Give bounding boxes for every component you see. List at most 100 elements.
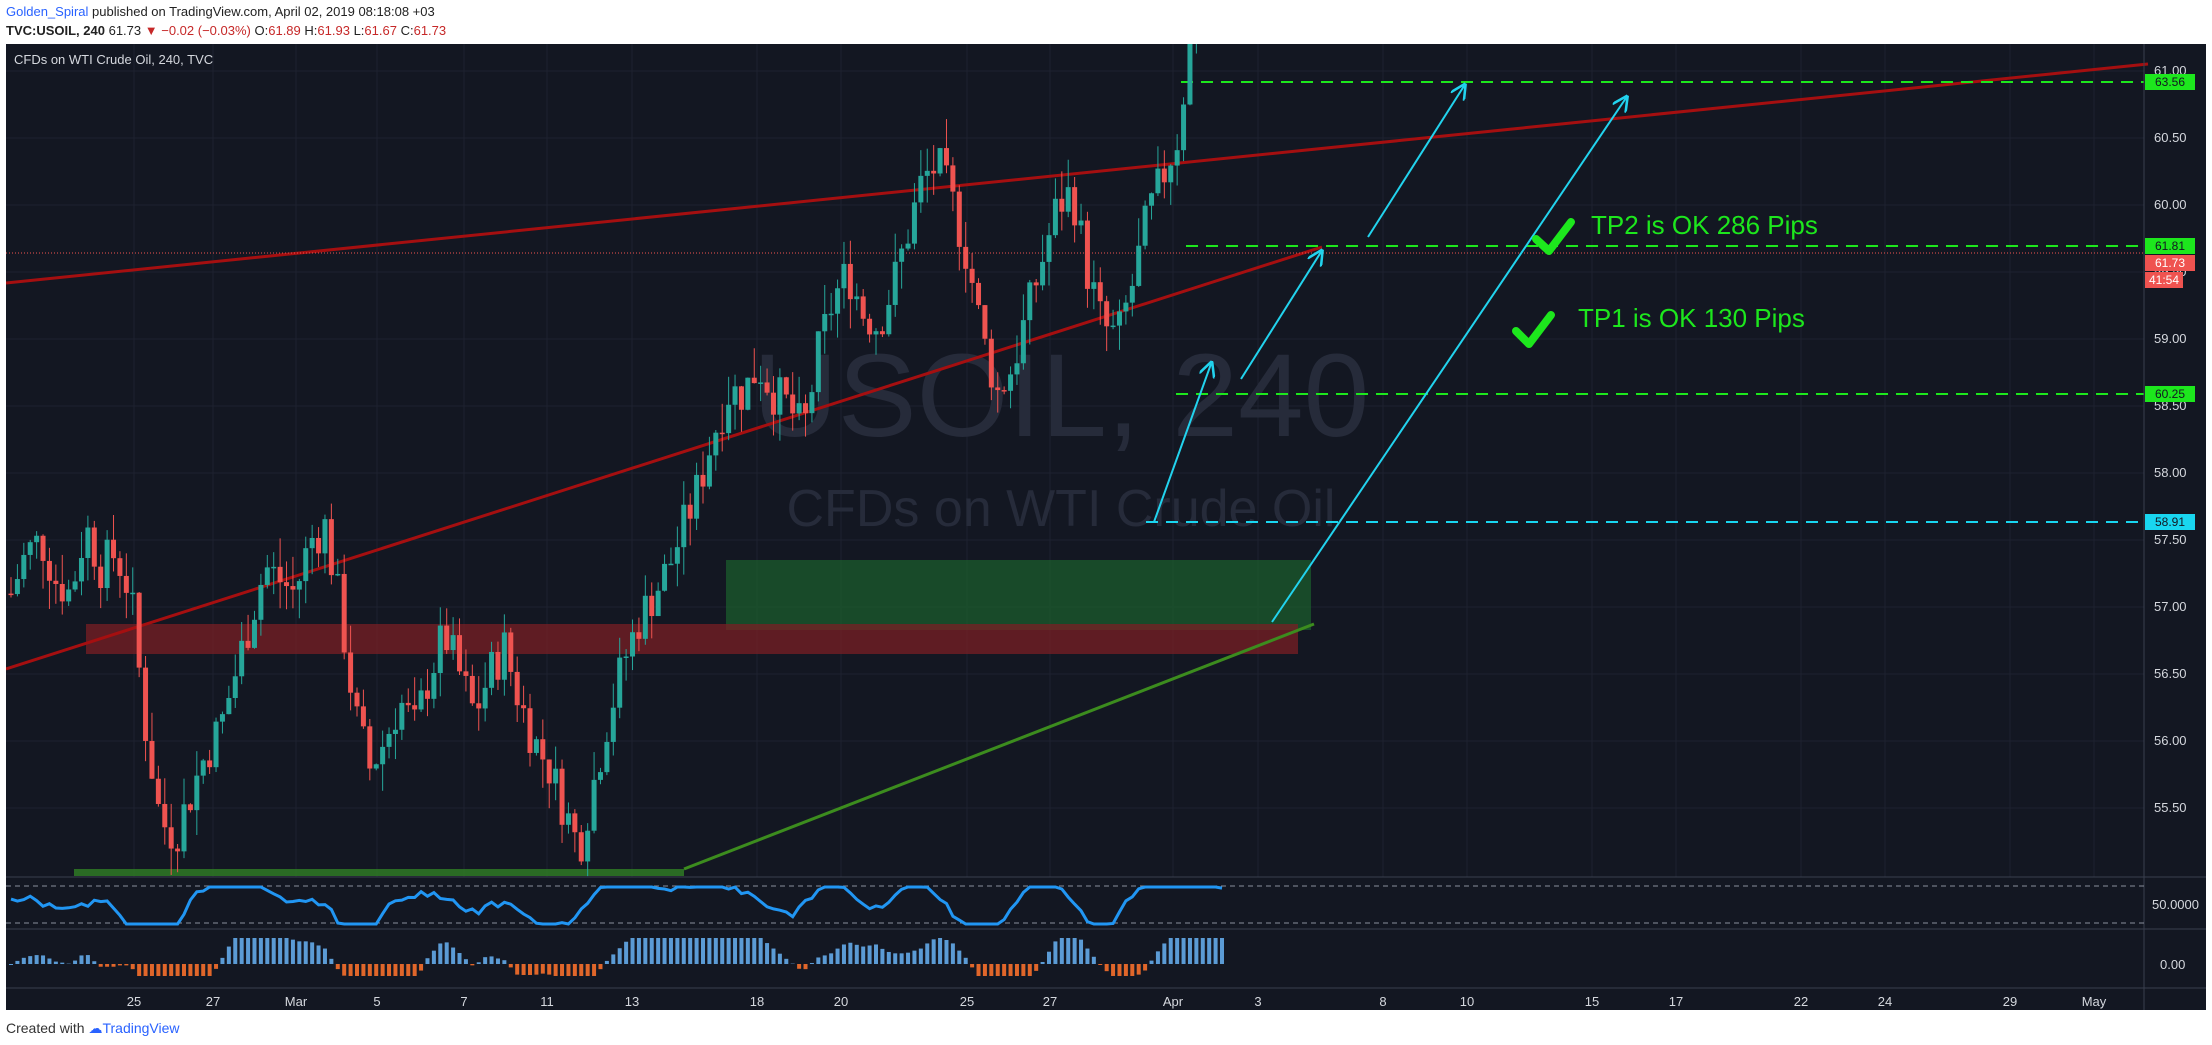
candle-body [232, 676, 238, 699]
candle-body [1046, 235, 1052, 262]
macd-bar [694, 938, 699, 964]
macd-bar [784, 958, 789, 964]
candle-body [924, 170, 930, 176]
candle-body [469, 675, 475, 704]
macd-bar [284, 938, 289, 964]
macd-bar [387, 964, 392, 976]
tp2-annotation: TP2 is OK 286 Pips [1591, 210, 1818, 240]
candle-body [1001, 390, 1007, 392]
time-tick-label: 15 [1585, 994, 1599, 1009]
candle-body [277, 566, 283, 583]
macd-bar [771, 948, 776, 964]
macd-bar [367, 964, 372, 976]
candle-body [988, 338, 994, 388]
candle-body [572, 813, 578, 833]
macd-bar [1175, 938, 1180, 964]
macd-bar [906, 952, 911, 964]
macd-bar [239, 938, 244, 964]
time-axis[interactable]: 25 27 Mar 5 7 11 13 18 20 25 27 Apr 3 8 10 15 17 22 24 29 Ma… [127, 994, 2107, 1009]
macd-bar [886, 951, 891, 964]
price-tag-last: 61.73 [2145, 255, 2195, 271]
macd-bar [572, 964, 577, 976]
candle-body [219, 714, 225, 722]
macd-bar [534, 964, 539, 975]
macd-bar [874, 944, 878, 964]
candle-body [264, 567, 270, 585]
macd-bar [592, 964, 597, 976]
arrow-3 [1367, 86, 1464, 238]
candle-body [303, 548, 309, 582]
candle-body [457, 635, 463, 672]
candle-body [559, 768, 565, 825]
macd-bar [169, 964, 174, 976]
candle-body [777, 377, 783, 415]
candle-body [681, 504, 687, 548]
macd-bar [739, 938, 744, 964]
macd-bar [85, 955, 90, 964]
candle-body [649, 595, 655, 617]
macd-bar [643, 938, 648, 964]
candle-body [719, 432, 725, 435]
macd-bar [893, 953, 898, 964]
candle-body [1052, 198, 1058, 236]
macd-bar [489, 956, 494, 964]
price-tick-label: 56.50 [2154, 666, 2187, 681]
candle-body [1027, 282, 1033, 321]
time-tick-label: 27 [1043, 994, 1057, 1009]
macd-bar [585, 964, 590, 976]
macd-bar [566, 964, 571, 976]
candle-body [1149, 193, 1155, 206]
price-tag-61-81: 61.81 [2145, 238, 2195, 254]
candle-body [155, 778, 161, 804]
candle-body [21, 554, 27, 580]
candle-body [14, 579, 20, 595]
macd-bar [688, 938, 693, 964]
price-tick-label: 55.50 [2154, 800, 2187, 815]
candle-body [713, 432, 719, 456]
macd-bar [399, 964, 404, 976]
candle-body [405, 702, 411, 706]
candle-body [1008, 374, 1014, 391]
time-tick-label: 20 [834, 994, 848, 1009]
macd-bar [342, 964, 347, 976]
macd-bar [701, 938, 705, 964]
candle-body [284, 582, 290, 587]
candle-body [463, 671, 469, 676]
candle-body [1187, 44, 1193, 105]
macd-bar [188, 964, 193, 976]
chart-area[interactable]: USOIL, 240 CFDs on WTI Crude Oil [6, 44, 2206, 1010]
price-chart[interactable]: USOIL, 240 CFDs on WTI Crude Oil [6, 44, 2206, 1010]
macd-bar [502, 960, 507, 964]
time-tick-label: 22 [1794, 994, 1808, 1009]
candle-body [136, 592, 142, 668]
macd-bar [1085, 948, 1090, 964]
candle-body [200, 760, 206, 776]
check-icon [1532, 218, 1575, 255]
candle-body [835, 288, 841, 314]
macd-bar [9, 964, 13, 965]
candle-body [1181, 104, 1187, 151]
macd-bar [297, 941, 302, 964]
candle-body [373, 764, 379, 769]
macd-bar [214, 964, 219, 969]
macd-bar [745, 938, 750, 964]
watermark-name: CFDs on WTI Crude Oil [787, 480, 1336, 538]
tradingview-link[interactable]: TradingView [102, 1020, 180, 1036]
macd-bar [1155, 951, 1160, 964]
author-link[interactable]: Golden_Spiral [6, 4, 89, 19]
high-label: H: [304, 23, 318, 38]
macd-bar [149, 964, 154, 976]
svg-text:58.91: 58.91 [2155, 515, 2185, 529]
candle-body [380, 746, 386, 765]
candle-body [597, 772, 603, 780]
candle-body [245, 640, 251, 648]
macd-histogram [9, 938, 1224, 976]
arrow-4 [1271, 98, 1626, 623]
macd-bar [53, 961, 58, 964]
macd-bar [1014, 964, 1019, 976]
candle-body [796, 403, 802, 414]
macd-bar [310, 942, 315, 964]
candle-body [956, 191, 962, 247]
candle-body [1084, 220, 1090, 289]
candle-body [886, 304, 892, 335]
